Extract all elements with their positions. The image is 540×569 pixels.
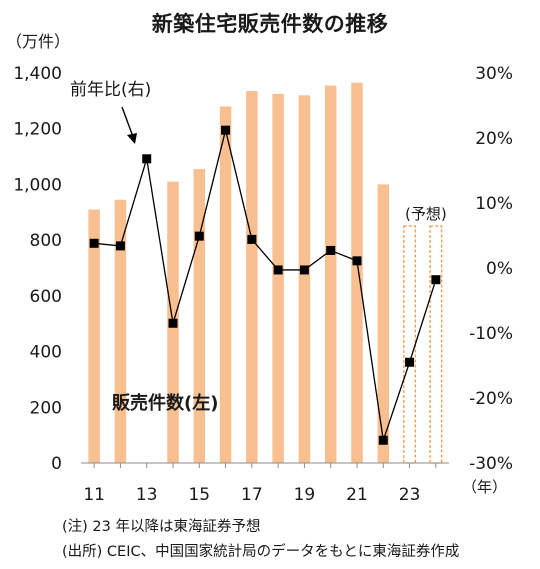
- right-tick-label: -10%: [469, 324, 513, 344]
- bar-annotation: 販売件数(左): [112, 392, 218, 414]
- bar-12: [114, 199, 127, 463]
- bar-11: [88, 209, 100, 463]
- source-note: (注) 23 年以降は東海証券予想: [62, 519, 261, 535]
- yoy-marker-24: [431, 275, 441, 285]
- annotation-arrowhead: [127, 133, 137, 144]
- yoy-marker-16: [221, 125, 231, 135]
- yoy-marker-23: [405, 357, 415, 367]
- yoy-marker-22: [378, 435, 388, 445]
- left-unit-label: （万件）: [6, 32, 70, 51]
- yoy-marker-19: [299, 265, 309, 275]
- right-tick-label: 10%: [475, 194, 513, 214]
- yoy-line: [94, 130, 437, 441]
- yoy-marker-15: [194, 231, 204, 241]
- left-tick-label: 600: [30, 287, 62, 307]
- right-tick-label: 0%: [486, 259, 513, 279]
- bar-21: [351, 82, 363, 463]
- source-credit: (出所) CEIC、中国国家統計局のデータをもとに東海証券作成: [62, 544, 460, 560]
- x-tick-label: 15: [188, 485, 210, 505]
- x-tick-label: 19: [294, 485, 316, 505]
- annotation-arrow: [121, 106, 133, 135]
- left-tick-label: 1,400: [13, 64, 62, 84]
- x-tick-label: 13: [136, 485, 158, 505]
- line-annotation: 前年比(右): [70, 80, 151, 100]
- yoy-marker-14: [168, 318, 178, 328]
- right-tick-label: 20%: [475, 129, 513, 149]
- yoy-marker-12: [115, 241, 125, 251]
- yoy-marker-13: [142, 154, 152, 164]
- left-tick-label: 1,000: [13, 175, 62, 195]
- bar-19: [298, 95, 311, 464]
- yoy-marker-21: [352, 256, 362, 266]
- x-tick-label: 21: [346, 485, 368, 505]
- bar-16: [219, 106, 232, 463]
- yoy-marker-20: [326, 245, 336, 255]
- yoy-marker-11: [89, 238, 99, 248]
- x-tick-label: 11: [83, 485, 105, 505]
- left-tick-label: 0: [51, 454, 62, 474]
- bar-20: [324, 85, 337, 464]
- bar-17: [246, 91, 258, 463]
- left-tick-label: 1,200: [13, 120, 62, 140]
- left-tick-label: 400: [30, 343, 62, 363]
- right-tick-label: -30%: [469, 454, 513, 474]
- left-tick-label: 800: [30, 231, 62, 251]
- x-unit-label: （年）: [462, 478, 507, 496]
- forecast-annotation: (予想): [405, 205, 447, 223]
- right-tick-label: 30%: [475, 64, 513, 84]
- right-tick-label: -20%: [469, 389, 513, 409]
- yoy-marker-17: [247, 234, 257, 244]
- left-tick-label: 200: [30, 398, 62, 418]
- yoy-marker-18: [273, 265, 283, 275]
- x-tick-label: 23: [399, 485, 421, 505]
- bar-18: [272, 93, 284, 464]
- bar-22: [377, 184, 390, 463]
- x-tick-label: 17: [241, 485, 263, 505]
- forecast-box-23: [403, 225, 416, 464]
- forecast-box-24: [429, 225, 443, 464]
- bar-15: [193, 169, 206, 463]
- chart-title: 新築住宅販売件数の推移: [151, 12, 389, 36]
